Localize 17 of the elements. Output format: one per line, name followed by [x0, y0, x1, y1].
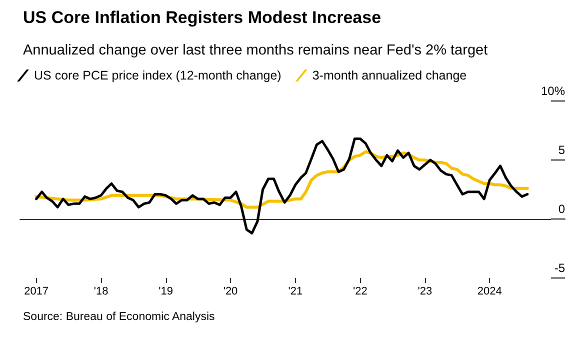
source-note: Source: Bureau of Economic Analysis [23, 311, 216, 323]
x-tick-label: '22 [352, 286, 368, 298]
y-tick-label: -5 [554, 261, 566, 275]
y-tick-label: 0 [558, 202, 566, 216]
y-tick-label: 10% [540, 84, 566, 98]
legend-label: 3-month annualized change [312, 68, 467, 82]
chart-subtitle: Annualized change over last three months remains near Fed's 2% target [23, 42, 488, 58]
x-tick-label: 2024 [477, 286, 502, 298]
x-tick-label: 2017 [24, 286, 49, 298]
x-tick-label: '23 [418, 286, 432, 298]
x-tick-label: '19 [158, 286, 173, 298]
chart-title: US Core Inflation Registers Modest Increase [23, 8, 382, 27]
x-tick-label: '21 [288, 286, 303, 298]
y-tick-label: 5 [558, 143, 566, 157]
x-tick-label: '18 [94, 286, 108, 298]
x-tick-label: '20 [223, 286, 238, 298]
legend-label: US core PCE price index (12-month change) [34, 68, 282, 82]
